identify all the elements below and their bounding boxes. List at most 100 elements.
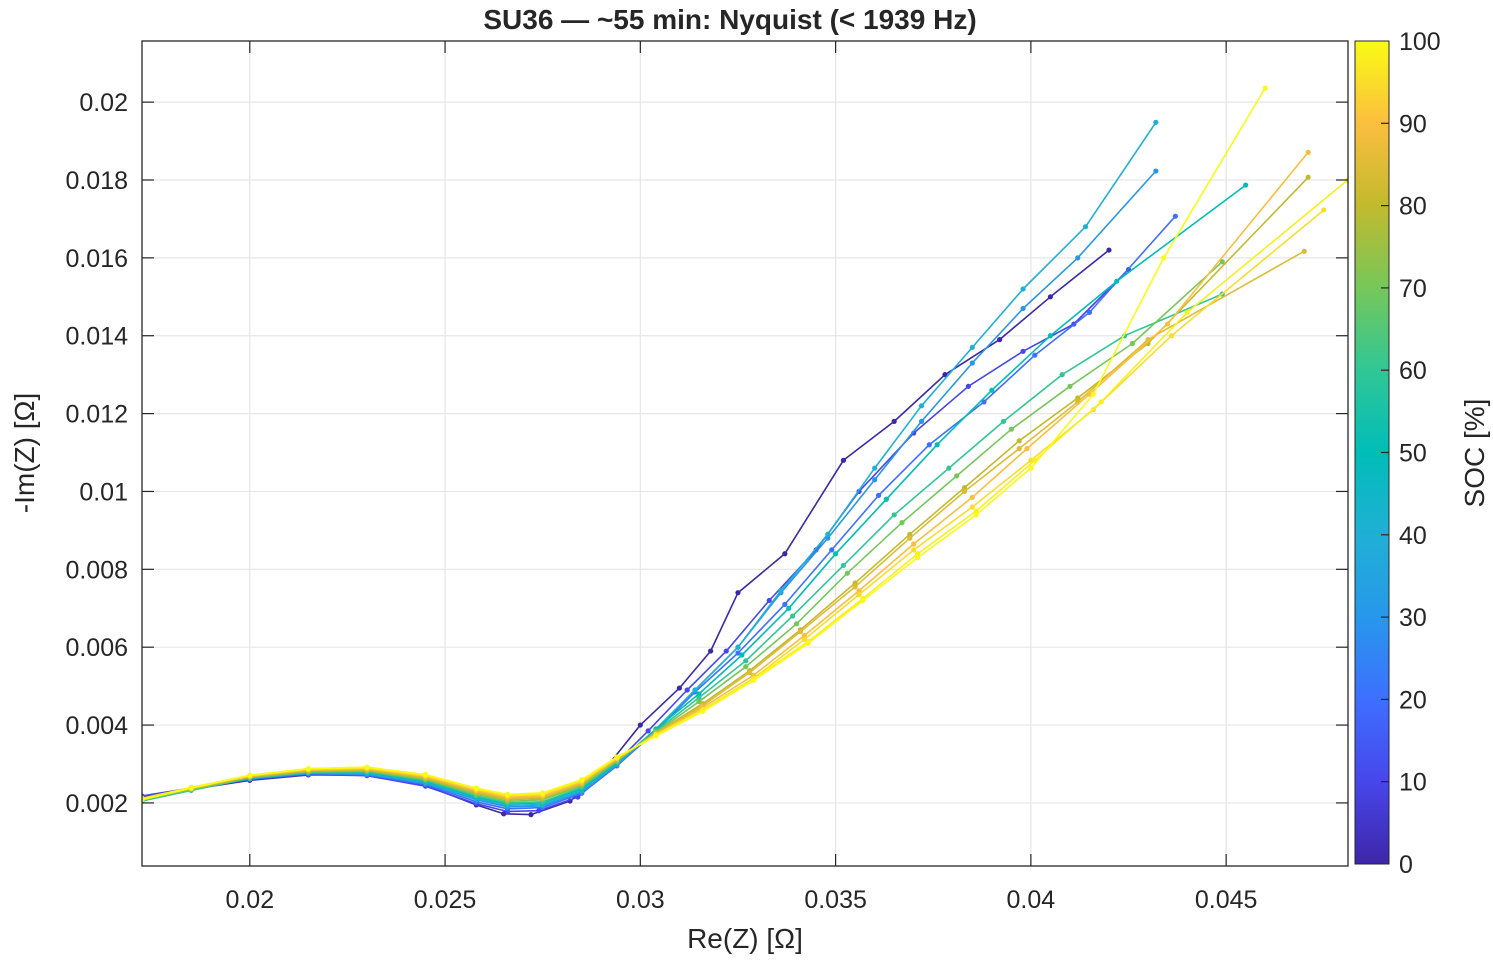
data-point	[907, 535, 913, 541]
colorbar-tick-label: 90	[1399, 110, 1427, 138]
data-point	[778, 588, 784, 594]
y-tick-label: 0.006	[65, 634, 128, 662]
colorbar-tick-label: 60	[1399, 357, 1427, 385]
data-point	[708, 648, 714, 654]
data-point	[540, 790, 546, 796]
x-tick-label: 0.045	[1195, 886, 1258, 914]
data-point	[1184, 309, 1190, 315]
data-point	[891, 512, 897, 518]
data-point	[1028, 465, 1034, 471]
data-point	[1008, 426, 1014, 432]
colorbar-tick-label: 100	[1399, 28, 1441, 56]
data-point	[918, 403, 925, 409]
colorbar-tick-label: 50	[1399, 440, 1427, 468]
data-point	[997, 337, 1003, 343]
data-point	[1020, 305, 1026, 312]
data-point	[969, 494, 975, 500]
data-point	[739, 652, 745, 658]
x-axis-label: Re(Z) [Ω]	[687, 923, 803, 954]
plot-area	[142, 41, 1348, 866]
y-tick-label: 0.012	[65, 401, 128, 429]
data-point	[973, 508, 979, 514]
data-point	[735, 590, 741, 596]
data-point	[528, 812, 534, 818]
data-point	[1219, 259, 1225, 265]
data-point	[915, 551, 921, 557]
data-point	[653, 733, 659, 739]
data-point	[973, 512, 979, 518]
data-point	[1016, 446, 1022, 452]
data-point	[1075, 255, 1081, 261]
data-point	[883, 496, 889, 502]
data-point	[637, 722, 643, 728]
data-point	[1321, 207, 1327, 213]
data-point	[856, 592, 862, 598]
data-point	[1047, 333, 1054, 339]
data-point	[1067, 383, 1073, 389]
x-tick-label: 0.025	[414, 886, 477, 914]
data-point	[805, 640, 811, 646]
data-point	[645, 728, 651, 734]
data-point	[364, 764, 370, 770]
data-point	[735, 650, 741, 656]
axis-ticks: 0.02 0.025 0.03 0.035 0.04 0.045 0.002 0.004 0.0…	[65, 41, 1348, 914]
data-point	[872, 477, 878, 483]
data-point	[1020, 348, 1026, 354]
data-point	[954, 473, 960, 479]
data-point	[1305, 174, 1311, 180]
data-point	[188, 785, 194, 791]
data-point	[926, 442, 932, 448]
data-point	[735, 644, 741, 650]
data-point	[946, 465, 952, 471]
data-point	[782, 601, 788, 607]
chart-title: SU36 — ~55 min: Nyquist (< 1939 Hz)	[483, 4, 976, 35]
data-point	[793, 621, 800, 627]
data-point	[1082, 224, 1089, 230]
data-point	[840, 457, 847, 463]
data-point	[684, 687, 690, 693]
colorbar-tick-label: 20	[1399, 686, 1427, 714]
x-tick-label: 0.04	[1007, 886, 1056, 914]
data-point	[969, 344, 975, 351]
data-point	[961, 488, 968, 495]
colorbar-tick-label: 70	[1399, 275, 1427, 303]
data-point	[961, 484, 968, 491]
data-point	[801, 636, 807, 643]
data-point	[1016, 438, 1022, 444]
y-tick-label: 0.002	[65, 790, 128, 818]
data-point	[860, 597, 866, 604]
data-point	[247, 772, 253, 778]
data-point	[852, 584, 858, 590]
data-point	[700, 708, 706, 715]
y-tick-label: 0.008	[65, 556, 128, 584]
data-point	[907, 531, 913, 537]
data-point	[696, 699, 702, 705]
data-point	[875, 492, 882, 498]
data-point	[750, 677, 757, 683]
data-point	[844, 570, 850, 576]
data-point	[840, 562, 847, 569]
data-point	[1153, 119, 1159, 125]
data-point	[536, 808, 542, 814]
data-point	[696, 691, 702, 697]
data-point	[1153, 168, 1159, 174]
data-point	[1098, 399, 1104, 405]
data-point	[305, 766, 311, 772]
data-point	[743, 658, 749, 664]
data-point	[696, 695, 702, 701]
colorbar-tick-label: 10	[1399, 769, 1427, 797]
data-point	[911, 541, 917, 547]
x-tick-label: 0.03	[616, 886, 665, 914]
data-point	[579, 776, 585, 783]
data-point	[1090, 391, 1096, 397]
data-point	[501, 811, 507, 817]
data-point	[1020, 286, 1026, 292]
data-point	[942, 372, 948, 378]
data-point	[1114, 278, 1120, 284]
data-point	[1032, 352, 1038, 358]
data-point	[1086, 309, 1093, 315]
data-point	[1059, 372, 1065, 378]
data-point	[797, 629, 804, 635]
data-point	[786, 605, 792, 611]
data-point	[1106, 247, 1112, 253]
